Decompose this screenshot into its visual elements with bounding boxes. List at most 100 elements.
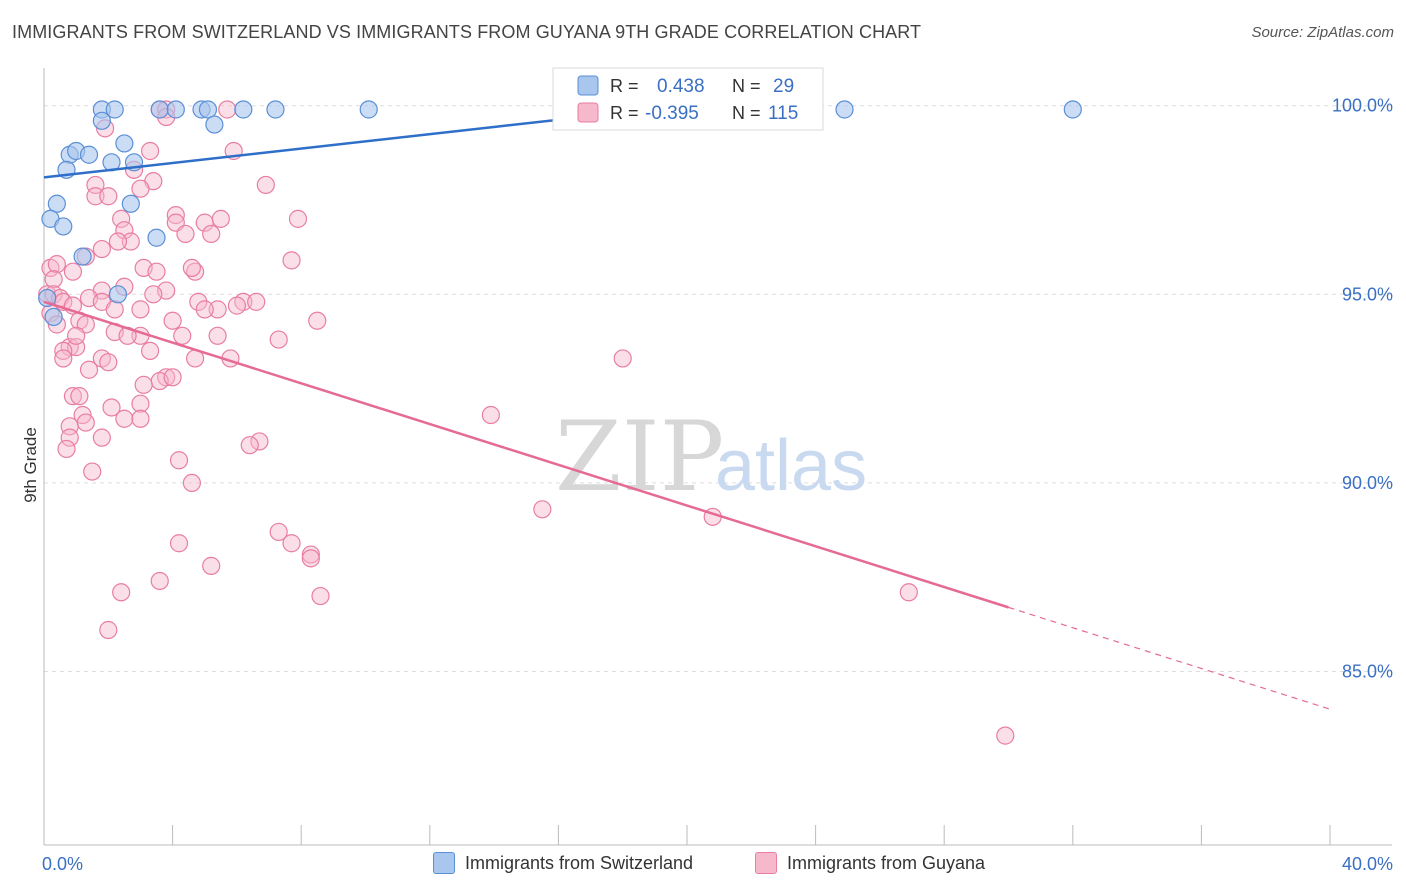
point-guyana-103 — [99, 620, 118, 640]
point-guyana-85 — [250, 432, 269, 451]
axes — [43, 68, 1392, 846]
point-guyana-105 — [108, 232, 128, 251]
x-tick-label-1: 40.0% — [1342, 854, 1393, 874]
point-guyana-87 — [57, 439, 76, 459]
point-guyana-91 — [533, 500, 552, 519]
point-switzerland-28 — [44, 307, 63, 327]
stats-r-label-switzerland: R = — [610, 76, 639, 96]
point-switzerland-25 — [73, 247, 92, 266]
point-guyana-113 — [211, 209, 230, 228]
series-switzerland-points — [38, 100, 1082, 327]
x-tick-labels: 0.0% 40.0% — [42, 854, 1393, 874]
chart-title: IMMIGRANTS FROM SWITZERLAND VS IMMIGRANT… — [12, 22, 922, 42]
stats-r-value-switzerland: 0.438 — [657, 76, 705, 97]
point-guyana-5 — [140, 141, 160, 161]
point-guyana-104 — [996, 726, 1015, 745]
legend-item-guyana[interactable]: Immigrants from Guyana — [755, 852, 985, 874]
point-guyana-10 — [86, 187, 105, 206]
point-guyana-62 — [54, 341, 73, 360]
stats-legend: R = 0.438 N = 29 R = -0.395 N = 115 — [552, 67, 824, 131]
point-guyana-21 — [121, 232, 140, 251]
point-switzerland-12 — [205, 115, 224, 134]
point-guyana-46 — [131, 300, 150, 319]
point-guyana-75 — [102, 398, 121, 417]
point-guyana-78 — [115, 409, 134, 428]
point-switzerland-8 — [359, 100, 378, 119]
point-switzerland-2 — [150, 100, 169, 119]
point-guyana-80 — [481, 405, 500, 425]
point-guyana-42 — [208, 300, 227, 319]
y-tick-label-1: 95.0% — [1342, 284, 1393, 304]
stats-n-label-guyana: N = — [732, 103, 761, 123]
trend-line-guyana-extension — [1008, 606, 1331, 710]
watermark-atlas: atlas — [715, 426, 867, 506]
point-switzerland-11 — [92, 111, 111, 130]
bottom-legend: Immigrants from Switzerland Immigrants f… — [0, 852, 1406, 878]
point-guyana-26 — [47, 255, 66, 274]
point-guyana-79 — [131, 409, 150, 428]
y-tick-label-2: 90.0% — [1342, 473, 1393, 493]
point-guyana-63 — [54, 349, 73, 368]
y-axis-label: 9th Grade — [21, 427, 40, 503]
point-guyana-74 — [70, 387, 89, 406]
x-tick-label-0: 0.0% — [42, 854, 83, 874]
point-guyana-13 — [166, 206, 185, 225]
point-guyana-97 — [169, 534, 189, 553]
point-guyana-110 — [63, 262, 83, 281]
point-guyana-14 — [288, 209, 308, 228]
point-switzerland-20 — [47, 194, 66, 213]
grid-lines — [44, 105, 1392, 672]
point-guyana-30 — [44, 270, 63, 289]
point-switzerland-10 — [1063, 100, 1082, 119]
source-credit: Source: ZipAtlas.com — [1251, 24, 1394, 41]
point-guyana-2 — [218, 100, 237, 119]
point-switzerland-27 — [108, 285, 128, 304]
point-guyana-24 — [282, 251, 301, 270]
point-guyana-28 — [147, 262, 166, 281]
watermark: ZIP atlas — [555, 401, 867, 513]
y-tick-label-0: 100.0% — [1332, 96, 1393, 116]
point-switzerland-16 — [79, 145, 99, 164]
point-guyana-50 — [308, 311, 327, 330]
point-guyana-61 — [140, 341, 160, 360]
legend-swatch-guyana — [755, 852, 777, 874]
point-guyana-57 — [208, 326, 227, 345]
stats-n-value-switzerland: 29 — [773, 76, 794, 97]
point-guyana-9 — [256, 175, 275, 195]
stats-swatch-guyana — [577, 102, 599, 123]
point-guyana-45 — [105, 300, 124, 319]
point-guyana-84 — [92, 428, 111, 447]
point-guyana-86 — [240, 436, 259, 455]
point-guyana-99 — [150, 571, 169, 591]
point-guyana-72 — [163, 368, 182, 387]
point-switzerland-3 — [166, 100, 185, 119]
point-guyana-114 — [134, 375, 153, 394]
point-switzerland-26 — [38, 288, 57, 308]
point-switzerland-23 — [54, 217, 73, 236]
point-guyana-98 — [202, 556, 221, 575]
point-guyana-65 — [99, 353, 118, 372]
point-guyana-83 — [60, 428, 79, 447]
legend-item-switzerland[interactable]: Immigrants from Switzerland — [433, 852, 693, 874]
point-guyana-88 — [169, 451, 189, 470]
point-guyana-22 — [92, 239, 111, 259]
legend-label-guyana: Immigrants from Guyana — [787, 852, 986, 873]
point-switzerland-21 — [121, 194, 140, 213]
point-guyana-69 — [79, 360, 99, 379]
point-guyana-108 — [67, 326, 86, 345]
point-switzerland-7 — [266, 100, 285, 119]
point-guyana-73 — [63, 387, 83, 406]
stats-swatch-switzerland — [577, 75, 599, 96]
point-guyana-93 — [269, 522, 288, 542]
point-switzerland-5 — [198, 100, 218, 119]
point-guyana-19 — [176, 224, 195, 244]
point-guyana-49 — [163, 311, 182, 330]
series-guyana-points — [38, 100, 1015, 745]
point-guyana-41 — [247, 292, 266, 311]
watermark-zip: ZIP — [555, 401, 724, 513]
stats-n-value-guyana: 115 — [768, 103, 798, 124]
point-guyana-58 — [269, 330, 288, 349]
point-guyana-68 — [613, 349, 632, 368]
point-guyana-106 — [144, 285, 163, 304]
legend-label-switzerland: Immigrants from Switzerland — [465, 852, 694, 873]
